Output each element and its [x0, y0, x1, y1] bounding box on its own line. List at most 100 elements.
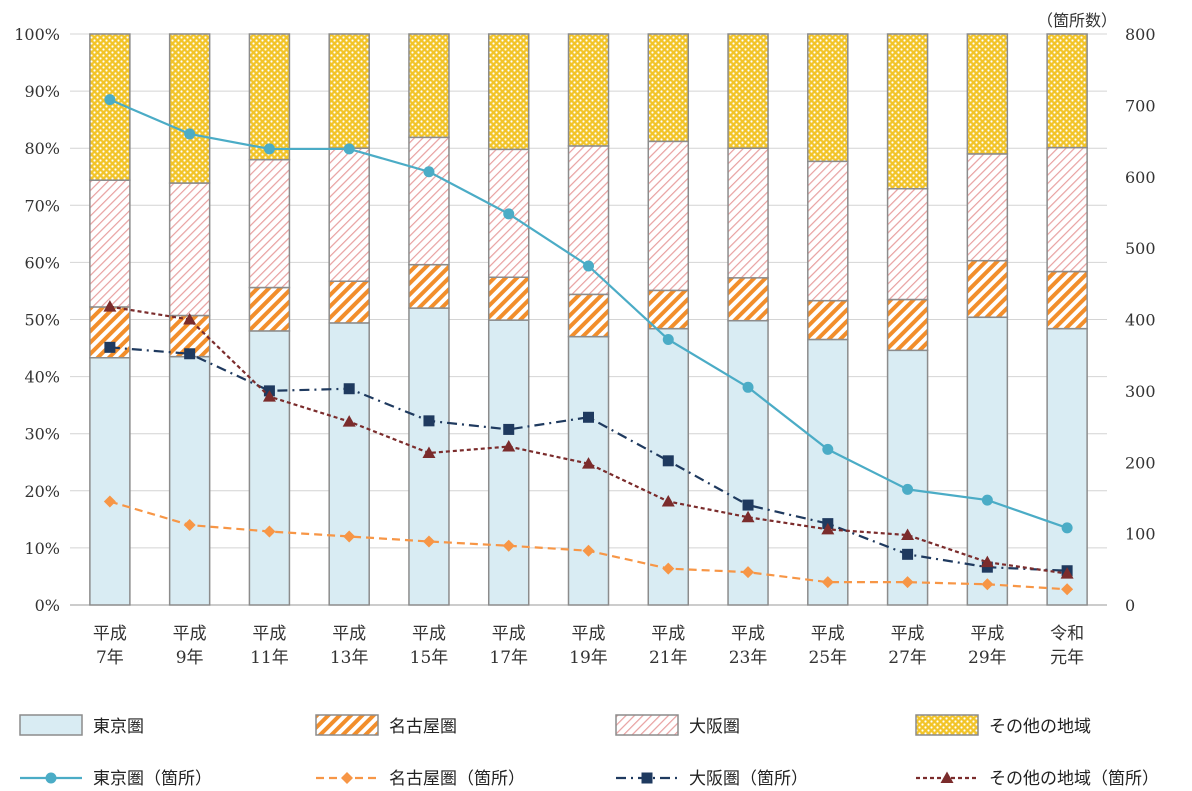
y-right-tick-label: 100	[1125, 525, 1156, 544]
data-point	[503, 423, 515, 435]
data-point	[341, 772, 353, 784]
data-point	[45, 772, 57, 784]
data-point	[821, 576, 834, 589]
data-point	[1061, 522, 1073, 534]
x-tick-label: 平成 9年	[173, 624, 207, 668]
x-tick-label: 平成 29年	[968, 624, 1007, 668]
legend-swatch	[315, 714, 379, 736]
y-left-tick-label: 60%	[24, 253, 60, 272]
legend-swatch	[915, 714, 979, 736]
bar-segment	[328, 280, 370, 324]
bar-segment	[89, 357, 131, 606]
bar-segment	[487, 276, 530, 321]
bar-segment	[647, 327, 690, 606]
data-point	[502, 539, 515, 552]
y-right-tick-label: 300	[1125, 382, 1156, 401]
y-right-tick-label: 200	[1125, 453, 1156, 472]
bar-segment	[567, 33, 610, 147]
y-right-tick-label: 500	[1125, 239, 1156, 258]
x-tick-label: 平成 17年	[489, 624, 528, 668]
y-left-tick-label: 30%	[24, 425, 60, 444]
legend-swatch	[19, 714, 83, 736]
bar-segment	[647, 33, 690, 143]
data-point	[902, 548, 914, 560]
bars	[89, 33, 1088, 606]
data-point	[1061, 583, 1074, 596]
y-left-tick-label: 90%	[24, 82, 60, 101]
bar-segment	[1046, 146, 1088, 273]
y-left-tick-label: 10%	[24, 539, 60, 558]
y-right-tick-label: 400	[1125, 311, 1156, 330]
y-right-tick-label: 0	[1125, 596, 1135, 615]
data-point	[981, 494, 993, 506]
data-point	[980, 555, 994, 568]
bar-segment	[727, 319, 769, 606]
data-point	[343, 530, 356, 543]
data-point	[741, 510, 755, 523]
bar-segment	[807, 338, 849, 606]
bar-segment	[966, 153, 1009, 262]
data-point	[742, 499, 754, 511]
x-tick-label: 平成 7年	[93, 624, 127, 668]
data-point	[104, 94, 116, 106]
y-left-tick-label: 50%	[24, 311, 60, 330]
data-point	[183, 519, 196, 532]
y-left-tick-label: 80%	[24, 139, 60, 158]
data-point	[343, 143, 355, 155]
data-point	[902, 483, 914, 495]
bar-segment	[248, 330, 291, 606]
bar-segment	[807, 160, 849, 302]
data-point	[822, 443, 834, 455]
legend-swatch	[615, 714, 679, 736]
data-point	[662, 562, 675, 575]
bar-segment	[567, 293, 610, 338]
bar-segment	[248, 286, 291, 332]
data-point	[742, 566, 755, 579]
data-point	[981, 578, 994, 591]
data-point	[104, 341, 116, 353]
data-point	[662, 455, 674, 467]
data-point	[262, 390, 276, 402]
legend-label: 名古屋圏	[389, 717, 457, 737]
data-point	[940, 771, 954, 783]
y-right-axis-label: （箇所数）	[1037, 11, 1117, 30]
bar-segment	[727, 33, 769, 149]
y-left-tick-label: 40%	[24, 368, 60, 387]
legend-label: 東京圏（箇所）	[93, 769, 212, 789]
bar-segment	[328, 33, 370, 149]
bar-segment	[886, 298, 929, 352]
y-left-tick-label: 0%	[35, 596, 60, 615]
legend-label: その他の地域	[989, 717, 1091, 737]
data-point	[103, 495, 116, 508]
data-point	[582, 544, 595, 557]
bar-segment	[408, 33, 450, 139]
y-left-tick-label: 20%	[24, 482, 60, 501]
bar-segment	[647, 289, 690, 330]
data-point	[583, 411, 594, 423]
y-right-tick-label: 800	[1125, 25, 1156, 44]
data-point	[582, 457, 595, 469]
bar-segment	[807, 299, 849, 341]
data-point	[821, 522, 835, 535]
bar-segment	[807, 33, 849, 163]
data-point	[184, 128, 196, 140]
bar-segment	[727, 147, 769, 279]
bar-segment	[647, 140, 690, 292]
bar-segment	[1046, 270, 1088, 330]
x-tick-label: 平成 21年	[649, 624, 688, 668]
data-point	[422, 446, 436, 458]
legend-label: その他の地域（箇所）	[989, 769, 1159, 789]
bar-segment	[248, 158, 291, 289]
data-point	[343, 383, 355, 395]
bar-segment	[966, 259, 1009, 318]
bar-segment	[727, 277, 769, 322]
data-point	[263, 525, 276, 538]
data-point	[503, 208, 515, 220]
y-right-tick-label: 700	[1125, 96, 1156, 115]
x-tick-label: 平成 13年	[330, 624, 369, 668]
data-point	[183, 313, 197, 325]
bar-segment	[328, 322, 370, 606]
bar-segment	[1046, 33, 1088, 149]
